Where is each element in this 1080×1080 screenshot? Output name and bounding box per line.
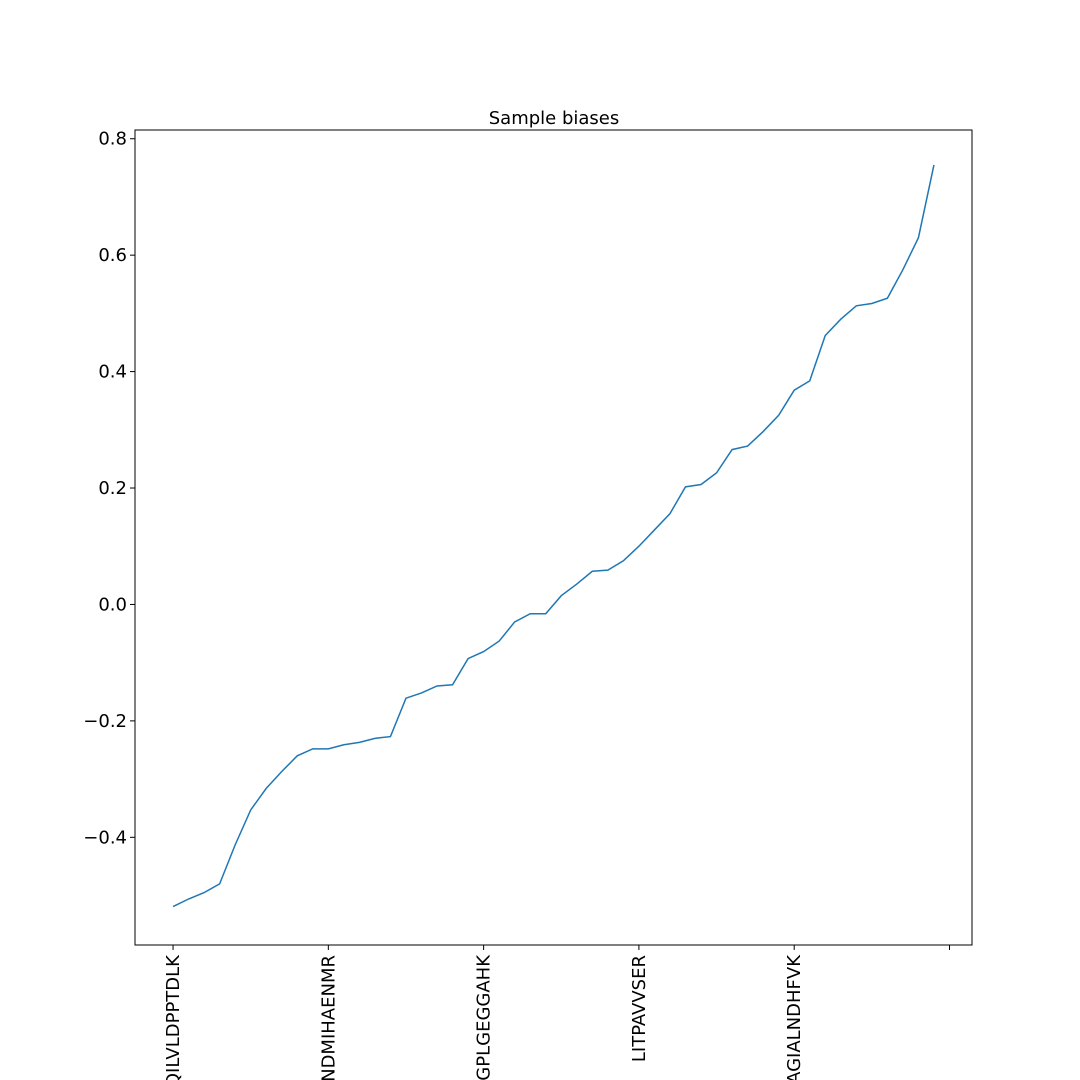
x-tick-label: LITPAVVSER — [629, 955, 650, 1062]
y-tick-label: −0.4 — [83, 827, 127, 848]
x-tick-label: ANDMIHAENMR — [318, 955, 339, 1080]
y-axis: −0.4 −0.2 0.0 0.2 0.4 0.6 0.8 — [83, 129, 135, 848]
y-tick-label: 0.8 — [98, 129, 127, 150]
series-line — [172, 164, 935, 908]
plot-frame — [134, 129, 973, 946]
x-axis: QILVLDPPTDLK ANDMIHAENMR VGPLGEGGAHK LITPAV… — [163, 945, 950, 1080]
y-tick-label: 0.4 — [98, 362, 127, 383]
chart-title: Sample biases — [489, 108, 620, 129]
x-tick-label: QILVLDPPTDLK — [163, 954, 184, 1080]
y-tick-label: 0.0 — [98, 594, 127, 615]
y-tick-label: 0.2 — [98, 478, 127, 499]
x-tick-label: GAGIALNDHFVK — [784, 954, 805, 1080]
y-tick-label: −0.2 — [83, 711, 127, 732]
y-tick-label: 0.6 — [98, 245, 127, 266]
x-tick-label: VGPLGEGGAHK — [474, 954, 495, 1080]
